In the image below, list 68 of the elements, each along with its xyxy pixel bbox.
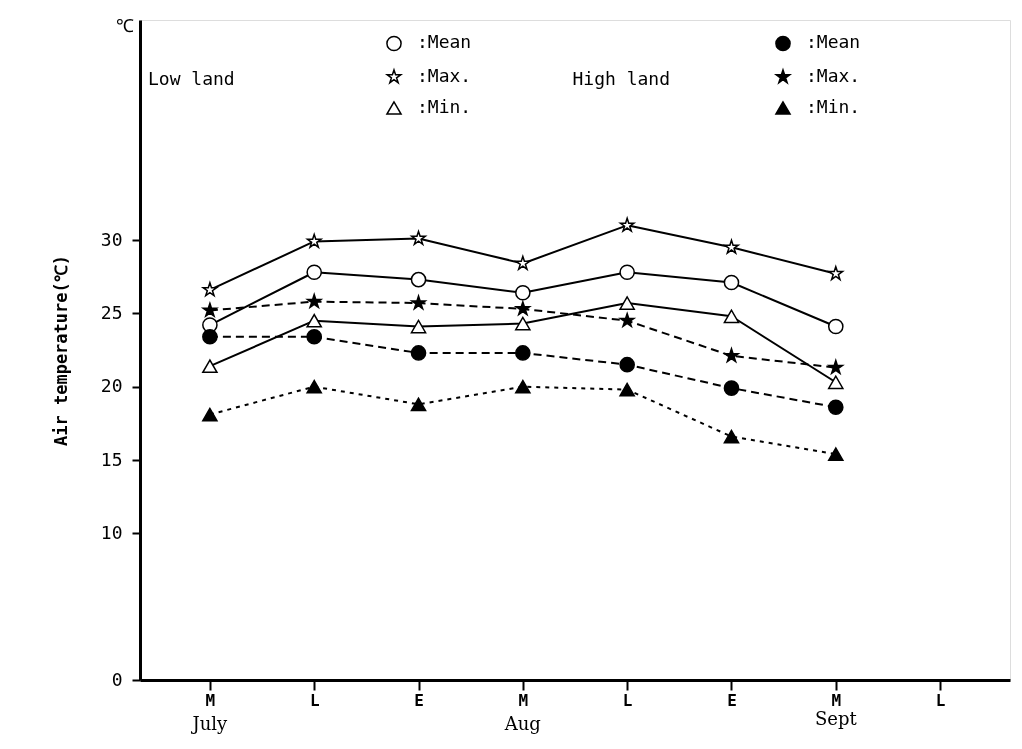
annotation: Low land xyxy=(148,68,235,89)
point xyxy=(723,429,740,444)
point xyxy=(619,264,635,281)
point xyxy=(827,375,844,390)
point xyxy=(202,407,218,422)
point xyxy=(202,282,218,297)
point xyxy=(619,296,635,310)
x-tick-label: E xyxy=(727,690,737,710)
y-tick-label: 25 xyxy=(100,301,123,323)
point xyxy=(828,265,844,281)
text: ℃ xyxy=(116,15,134,36)
x-tick-label: E xyxy=(414,690,424,710)
point xyxy=(723,309,740,324)
x-tick-label: M xyxy=(518,690,529,710)
point xyxy=(723,380,740,396)
point xyxy=(515,301,531,316)
point xyxy=(723,274,740,291)
point xyxy=(827,399,844,416)
y-tick-label: 15 xyxy=(100,448,123,470)
point xyxy=(410,271,427,288)
legend-label: :Min. xyxy=(806,96,861,117)
x-tick-label: L xyxy=(309,690,320,710)
point xyxy=(724,348,739,363)
point xyxy=(828,359,844,375)
x-tick-label: M xyxy=(831,690,842,710)
point xyxy=(202,302,218,317)
legend-label: :Min. xyxy=(417,96,472,117)
annotation: High land xyxy=(572,68,670,89)
point xyxy=(515,284,531,301)
legend-label: :Max. xyxy=(806,65,861,86)
point xyxy=(619,356,635,373)
point xyxy=(202,328,218,345)
y-tick-label: 20 xyxy=(100,375,123,397)
point xyxy=(619,312,635,328)
point xyxy=(306,293,322,309)
point xyxy=(515,255,531,270)
legend-label: :Max. xyxy=(417,65,472,86)
point xyxy=(410,319,427,334)
legend-label: :Mean xyxy=(417,31,472,53)
point xyxy=(515,379,531,394)
y-tick-label: 30 xyxy=(100,228,123,250)
point xyxy=(306,264,323,281)
point xyxy=(724,239,739,254)
y-axis-title: Air temperature(℃) xyxy=(50,255,71,446)
y-tick-label: 0 xyxy=(111,668,123,690)
point xyxy=(306,313,323,328)
point xyxy=(410,345,427,361)
point xyxy=(202,359,218,374)
point xyxy=(515,316,531,331)
point xyxy=(306,379,323,394)
point xyxy=(619,217,635,232)
x-tick-label: M xyxy=(205,690,216,710)
text: Sept xyxy=(814,708,858,729)
text: July xyxy=(190,713,229,734)
point xyxy=(306,328,323,345)
legend-label: :Mean xyxy=(806,31,861,53)
x-tick-label: L xyxy=(622,690,633,710)
x-tick-label: L xyxy=(935,690,946,710)
point xyxy=(827,318,844,335)
text: Aug xyxy=(503,713,541,734)
point xyxy=(619,382,635,397)
point xyxy=(411,230,426,245)
point xyxy=(515,345,531,361)
point xyxy=(410,397,427,412)
point xyxy=(411,295,426,310)
y-tick-label: 10 xyxy=(100,521,123,543)
point xyxy=(827,447,844,462)
point xyxy=(306,233,322,248)
